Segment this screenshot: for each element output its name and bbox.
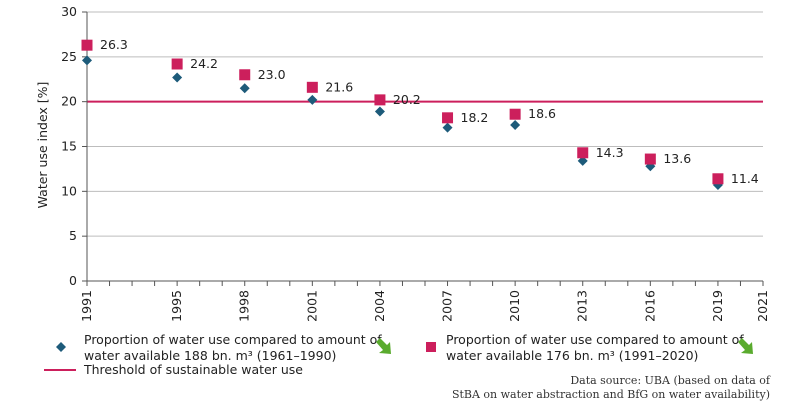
x-tick-label: 2010 [507,290,522,322]
x-tick-label: 2013 [575,290,590,322]
point-square [577,147,589,159]
y-tick-label: 10 [61,183,77,198]
x-tick-label: 1991 [79,290,94,322]
point-square [442,112,454,124]
legend-item-188-line1: Proportion of water use compared to amou… [84,332,382,347]
data-label: 23.0 [258,67,286,82]
x-tick-label: 2004 [372,290,387,322]
data-label: 18.6 [528,106,556,121]
legend-diamond-icon [56,342,66,352]
point-square [81,39,93,51]
legend-item-176-line1: Proportion of water use compared to amou… [446,332,744,347]
chart-area: 0 5 10 15 20 25 30 1991 1995 1998 2001 2004 2007 2010… [35,4,770,322]
x-tick-label: 2001 [304,290,319,322]
data-label: 18.2 [461,110,489,125]
point-square [171,58,183,70]
legend-item-176: Proportion of water use compared to amou… [446,332,746,364]
x-tick-label: 2019 [710,290,725,322]
data-source-line1: Data source: UBA (based on data of [570,374,770,387]
x-tick-label: 1995 [169,290,184,322]
data-label: 14.3 [596,145,624,160]
point-square [644,153,656,165]
legend-item-188: Proportion of water use compared to amou… [84,332,384,364]
y-axis-label: Water use index [%] [35,82,50,209]
x-tick-label: 1998 [237,290,252,322]
y-tick-label: 15 [61,139,77,154]
point-diamond [239,83,250,94]
legend-square-icon [426,342,436,352]
point-square [509,108,521,120]
y-tick-label: 25 [61,49,77,64]
point-square [239,69,251,81]
point-diamond [172,72,183,83]
point-diamond [577,155,588,166]
point-diamond [442,122,453,133]
x-tick-label: 2016 [642,290,657,322]
point-diamond [307,94,318,105]
point-square [712,173,724,185]
point-diamond [82,55,92,66]
data-label: 24.2 [190,56,218,71]
trend-arrow-icon [738,338,753,354]
point-square [374,94,386,106]
data-label: 20.2 [393,92,421,107]
legend-item-188-line2: water available 188 bn. m³ (1961–1990) [84,348,337,363]
gridlines [87,11,763,237]
point-square [306,81,318,93]
data-label: 26.3 [100,37,128,52]
legend-threshold: Threshold of sustainable water use [84,362,303,377]
tick-labels: 0 5 10 15 20 25 30 1991 1995 1998 2001 2004 2007 2010… [61,4,770,322]
data-label: 13.6 [663,151,691,166]
x-tick-label: 2007 [440,290,455,322]
y-tick-label: 30 [61,4,77,19]
y-tick-label: 5 [69,228,77,243]
data-label: 11.4 [731,171,759,186]
trend-arrow-icon [376,338,391,354]
series: 26.3 24.2 23.0 21.6 20.2 18.2 18.6 14.3 13.6 11.4 [81,37,759,191]
y-tick-label: 20 [61,94,77,109]
point-diamond [374,106,385,117]
data-source: Data source: UBA (based on data of StBA … [452,374,770,402]
data-label: 21.6 [325,79,353,94]
legend-item-176-line2: water available 176 bn. m³ (1991–2020) [446,348,699,363]
legend-threshold-line-icon [44,369,76,371]
y-tick-label: 0 [69,273,77,288]
data-source-line2: StBA on water abstraction and BfG on wat… [451,388,770,401]
axes [82,11,764,286]
x-tick-label: 2021 [755,290,770,322]
point-diamond [510,119,521,130]
